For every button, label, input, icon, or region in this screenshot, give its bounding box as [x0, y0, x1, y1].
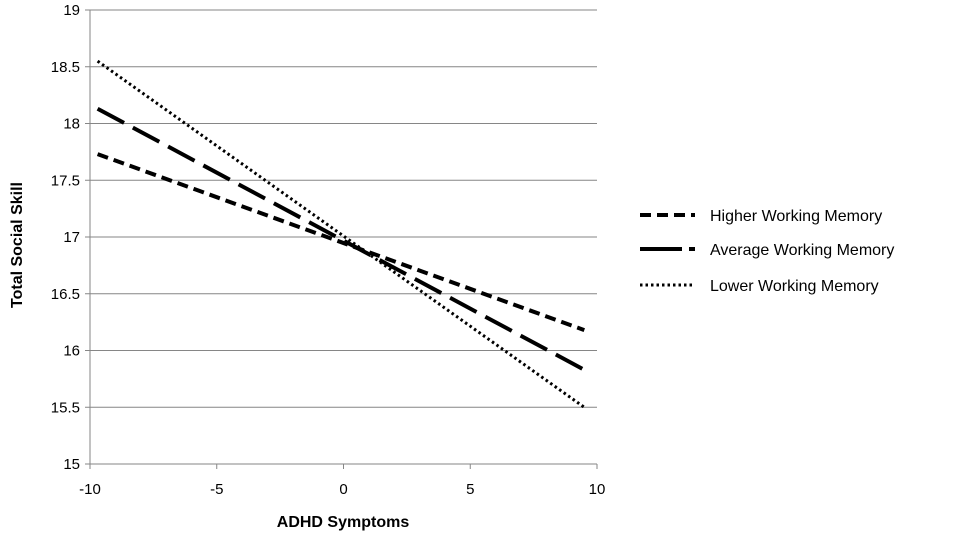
y-tick-label: 15 — [63, 456, 80, 473]
y-tick-label: 15.5 — [51, 399, 80, 416]
series-lines — [96, 59, 586, 409]
gridlines — [90, 9, 597, 408]
y-tick-label: 16 — [63, 343, 80, 360]
y-axis-title: Total Social Skill — [9, 182, 26, 308]
y-tick-label: 18 — [63, 116, 80, 133]
x-tick-label: -5 — [210, 481, 223, 498]
x-tick-label: 5 — [466, 481, 474, 498]
y-tick-label: 17 — [63, 229, 80, 246]
y-tick-label: 16.5 — [51, 286, 80, 303]
x-axis-title: ADHD Symptoms — [277, 514, 410, 531]
y-tick-label: 18.5 — [51, 59, 80, 76]
legend-label-3: Lower Working Memory — [710, 278, 879, 295]
legend: Higher Working Memory Average Working Mem… — [640, 208, 894, 295]
legend-label-2: Average Working Memory — [710, 242, 894, 259]
x-tick-labels: -10 -5 0 5 10 — [79, 464, 605, 498]
y-tick-label: 17.5 — [51, 172, 80, 189]
y-tick-labels: 15 15.5 16 16.5 17 17.5 18 18.5 19 — [51, 2, 90, 473]
legend-label-1: Higher Working Memory — [710, 208, 882, 225]
y-tick-label: 19 — [63, 2, 80, 19]
x-tick-label: 0 — [339, 481, 347, 498]
x-tick-label: 10 — [589, 481, 606, 498]
x-tick-label: -10 — [79, 481, 101, 498]
series-line-1 — [96, 152, 585, 332]
series-line-2 — [96, 106, 586, 372]
series-line-3 — [96, 59, 586, 409]
